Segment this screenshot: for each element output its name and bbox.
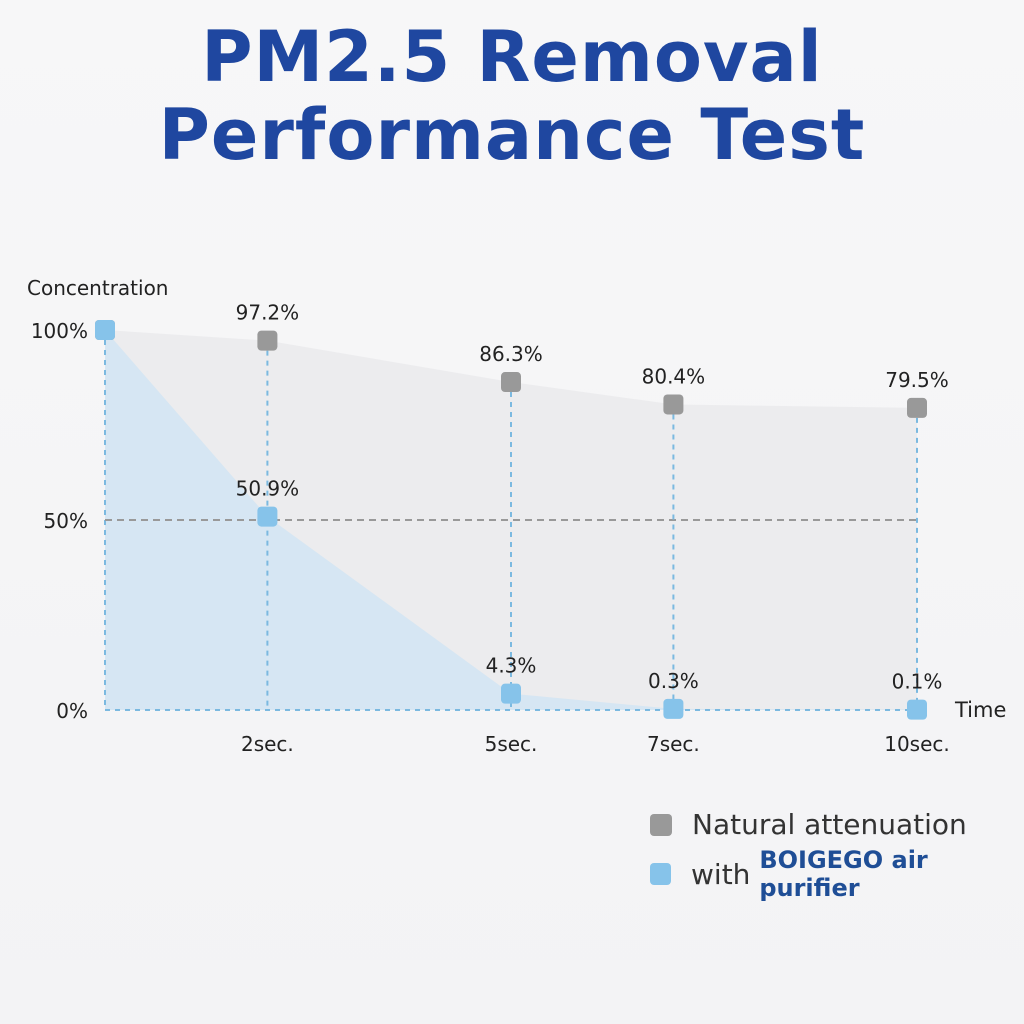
purifier-point	[257, 506, 278, 527]
purifier-point	[501, 683, 521, 704]
natural-point	[501, 372, 521, 393]
purifier-area	[105, 330, 917, 710]
chart-areas	[105, 330, 917, 710]
purifier-data-label: 0.3%	[648, 669, 699, 693]
purifier-data-label: 50.9%	[236, 477, 300, 501]
y-tick-label: 0%	[56, 699, 88, 723]
y-tick-label: 100%	[31, 319, 88, 343]
purifier-point	[907, 699, 927, 720]
chart-title-line1: PM2.5 Removal	[201, 16, 823, 98]
x-tick-label: 7sec.	[647, 732, 700, 756]
y-tick-label: 50%	[44, 509, 88, 533]
purifier-data-label: 4.3%	[486, 654, 537, 678]
legend-swatch-purifier	[650, 863, 672, 885]
natural-point	[663, 394, 684, 415]
x-axis-label: Time	[954, 698, 1006, 722]
chart-labels: 100% 50% 0% 2sec. 5sec. 7sec. 10sec. 97.2% 86.3%…	[31, 301, 950, 756]
purifier-point	[663, 698, 684, 719]
natural-point	[257, 330, 278, 351]
purifier-data-label: 0.1%	[892, 670, 943, 694]
natural-data-label: 86.3%	[479, 342, 543, 366]
natural-data-label: 80.4%	[642, 364, 706, 388]
natural-data-label: 97.2%	[236, 301, 300, 325]
legend-label-purifier-prefix: with	[691, 857, 760, 891]
x-tick-label: 2sec.	[241, 732, 294, 756]
legend-label-natural: Natural attenuation	[692, 808, 967, 841]
y-axis-label: Concentration	[27, 276, 168, 300]
x-tick-label: 10sec.	[884, 732, 950, 756]
legend-item-natural: Natural attenuation	[650, 808, 967, 841]
natural-data-label: 79.5%	[885, 368, 949, 392]
x-tick-label: 5sec.	[485, 732, 538, 756]
legend-label-purifier-brand: BOIGEGO air purifier	[759, 846, 928, 902]
natural-point	[907, 397, 927, 418]
chart-marks	[95, 320, 927, 720]
chart-title-line2: Performance Test	[158, 94, 866, 176]
purifier-point	[95, 320, 115, 340]
legend-item-purifier: with BOIGEGO air purifier	[650, 846, 1024, 902]
legend-swatch-natural	[650, 813, 672, 836]
